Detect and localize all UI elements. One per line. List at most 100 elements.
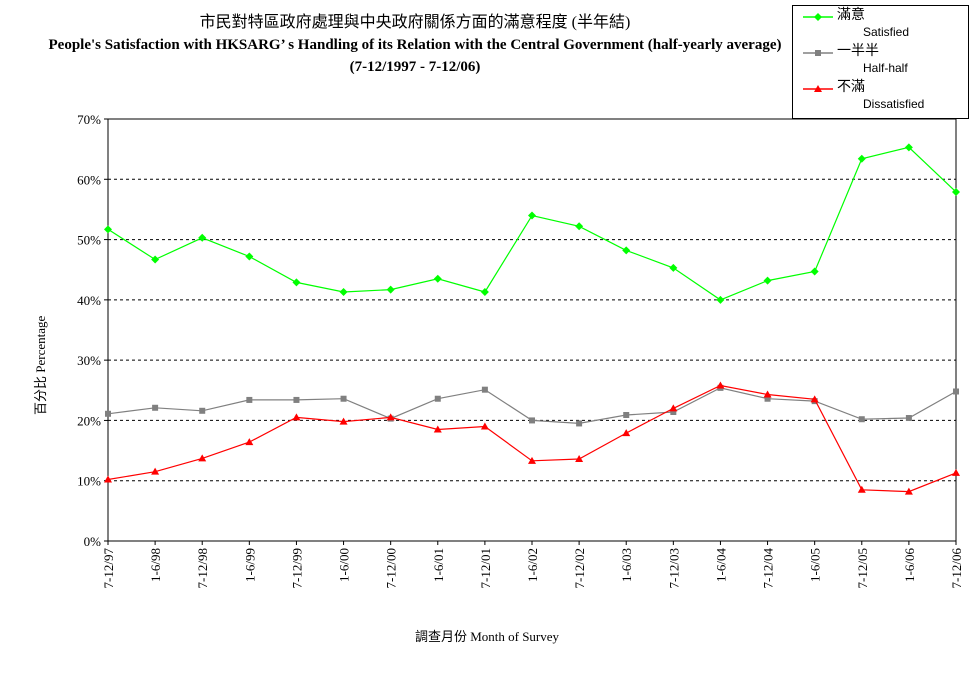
data-point-dissatisfied <box>528 456 536 464</box>
chart-title-block: 市民對特區政府處理與中央政府關係方面的滿意程度 (半年結) People's S… <box>20 12 810 78</box>
data-point-dissatisfied <box>669 404 678 412</box>
chart-title-english: People's Satisfaction with HKSARG’ s Han… <box>48 37 782 53</box>
data-point-half-half <box>905 415 912 422</box>
data-point-satisfied <box>433 274 442 283</box>
y-tick-label: 50% <box>77 233 101 248</box>
data-point-satisfied <box>716 295 725 304</box>
data-point-satisfied <box>575 222 584 231</box>
legend-swatch-satisfied <box>803 13 833 21</box>
x-tick-label: 1-6/06 <box>902 548 917 582</box>
y-tick-label: 10% <box>77 474 101 489</box>
x-tick-label: 7-12/99 <box>289 548 304 588</box>
data-point-satisfied <box>292 278 301 287</box>
data-point-satisfied <box>763 276 772 285</box>
data-point-satisfied <box>857 154 866 163</box>
chart-title-chinese: 市民對特區政府處理與中央政府關係方面的滿意程度 (半年結) <box>199 14 631 31</box>
data-point-dissatisfied <box>151 467 160 475</box>
legend-swatch-half-half <box>803 50 833 56</box>
data-point-dissatisfied <box>198 454 207 462</box>
x-tick-label: 1-6/04 <box>713 548 728 582</box>
x-tick-label: 7-12/97 <box>101 548 116 589</box>
x-tick-label: 7-12/03 <box>666 548 681 588</box>
chart-legend: 滿意 Satisfied 一半半 Half-half 不滿 Dissatisfi… <box>792 5 969 119</box>
data-point-half-half <box>858 416 865 423</box>
data-point-satisfied <box>952 187 960 196</box>
data-point-satisfied <box>622 246 631 255</box>
x-tick-label: 7-12/02 <box>572 548 587 588</box>
x-axis-label: 調查月份 Month of Survey <box>414 629 560 644</box>
x-tick-label: 1-6/03 <box>619 548 634 582</box>
data-point-dissatisfied <box>292 413 301 421</box>
y-tick-label: 40% <box>77 293 101 308</box>
data-point-dissatisfied <box>339 417 348 425</box>
data-point-dissatisfied <box>952 468 960 476</box>
data-point-half-half <box>340 395 347 402</box>
data-point-satisfied <box>810 267 819 276</box>
data-point-dissatisfied <box>763 390 772 398</box>
data-point-satisfied <box>339 288 348 297</box>
y-tick-label: 70% <box>77 112 101 127</box>
data-point-half-half <box>434 395 441 402</box>
series-line-dissatisfied <box>107 384 957 493</box>
data-point-satisfied <box>904 143 913 152</box>
legend-label-satisfied-en: Satisfied <box>863 25 910 39</box>
data-point-dissatisfied <box>433 425 442 433</box>
data-point-satisfied <box>245 252 254 261</box>
x-tick-label: 1-6/02 <box>525 548 540 582</box>
x-tick-label: 1-6/99 <box>242 548 257 582</box>
series-line-satisfied <box>107 146 957 301</box>
data-point-half-half <box>670 408 677 415</box>
x-tick-label: 1-6/00 <box>337 548 352 582</box>
data-point-satisfied <box>386 285 395 294</box>
data-point-half-half <box>623 412 630 419</box>
x-tick-label: 7-12/98 <box>195 548 210 588</box>
legend-label-satisfied-zh: 滿意 <box>837 8 865 23</box>
data-point-satisfied <box>528 211 536 220</box>
legend-item-satisfied: 滿意 Satisfied <box>793 6 968 42</box>
y-tick-label: 30% <box>77 353 101 368</box>
y-tick-label: 20% <box>77 413 101 428</box>
legend-label-half-half-zh: 一半半 <box>837 44 879 59</box>
data-point-half-half <box>105 410 111 417</box>
x-tick-label: 1-6/01 <box>431 548 446 582</box>
data-point-satisfied <box>669 263 678 272</box>
data-point-dissatisfied <box>245 438 254 446</box>
data-point-half-half <box>246 396 253 403</box>
data-point-half-half <box>953 388 959 395</box>
x-tick-label: 7-12/05 <box>855 548 870 588</box>
data-point-half-half <box>293 396 300 403</box>
x-tick-label: 7-12/04 <box>761 548 776 589</box>
data-point-dissatisfied <box>810 395 819 403</box>
x-tick-label: 7-12/06 <box>949 548 964 589</box>
y-tick-label: 0% <box>84 534 102 549</box>
x-tick-label: 7-12/01 <box>478 548 493 588</box>
legend-label-dissatisfied-zh: 不滿 <box>837 80 865 95</box>
legend-item-half-half: 一半半 Half-half <box>793 42 968 78</box>
data-point-satisfied <box>480 288 489 297</box>
chart-title-period: (7-12/1997 - 7-12/06) <box>349 59 481 75</box>
data-point-dissatisfied <box>104 475 112 483</box>
legend-swatch-dissatisfied <box>803 85 833 92</box>
data-point-dissatisfied <box>480 422 489 430</box>
data-point-satisfied <box>151 255 160 264</box>
data-point-half-half <box>764 395 771 402</box>
data-point-half-half <box>529 417 535 424</box>
data-point-half-half <box>576 420 583 427</box>
data-point-satisfied <box>104 225 112 234</box>
data-point-dissatisfied <box>857 485 866 493</box>
x-tick-label: 1-6/05 <box>808 548 823 582</box>
data-point-dissatisfied <box>575 455 584 463</box>
data-point-half-half <box>152 404 159 411</box>
x-tick-label: 7-12/00 <box>384 548 399 588</box>
data-point-satisfied <box>198 233 207 242</box>
x-tick-label: 1-6/98 <box>148 548 163 582</box>
data-point-dissatisfied <box>904 487 913 495</box>
data-point-half-half <box>481 386 488 393</box>
legend-item-dissatisfied: 不滿 Dissatisfied <box>793 78 968 114</box>
legend-label-half-half-en: Half-half <box>863 61 908 75</box>
data-point-dissatisfied <box>716 381 725 389</box>
data-point-half-half <box>199 407 206 414</box>
y-tick-label: 60% <box>77 172 101 187</box>
legend-label-dissatisfied-en: Dissatisfied <box>863 97 925 111</box>
